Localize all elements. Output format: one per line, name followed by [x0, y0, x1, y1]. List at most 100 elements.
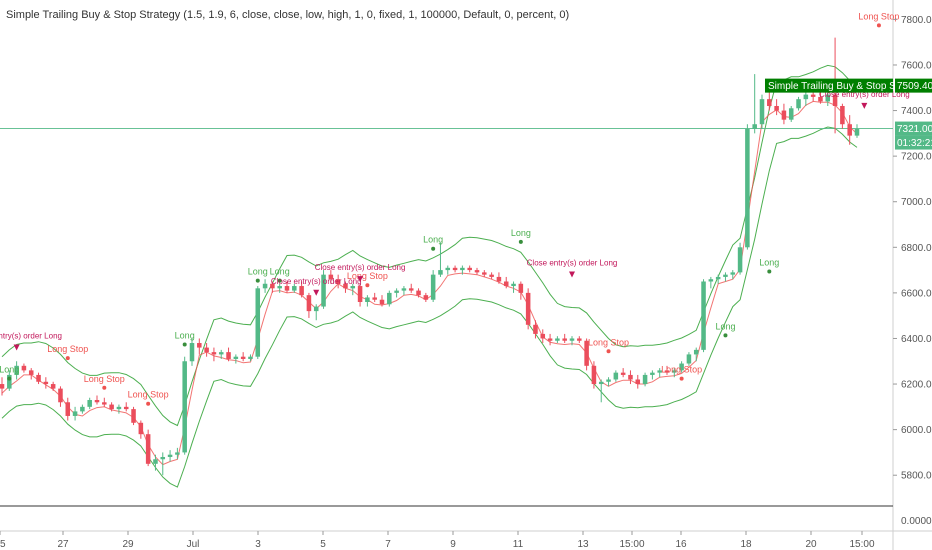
signal-label: Long — [759, 258, 779, 268]
candle-body — [708, 279, 714, 282]
candle-body — [160, 456, 166, 460]
candle-body — [788, 108, 794, 120]
close-order-label: Close entry(s) order Long — [527, 259, 618, 268]
y-tick-label: 5800.00 — [901, 471, 932, 482]
x-tick-label: 15:00 — [849, 539, 874, 550]
candle-body — [642, 374, 648, 385]
y-tick-label: 6400.00 — [901, 334, 932, 345]
x-tick-label: 7 — [385, 539, 391, 550]
candle-body — [416, 290, 421, 296]
candle-body — [723, 274, 728, 277]
candle-body — [730, 272, 736, 275]
candle-body — [36, 374, 41, 382]
signal-dot — [876, 23, 881, 28]
candle-body — [204, 347, 209, 353]
candle-body — [102, 402, 107, 405]
x-tick-label: 5 — [320, 539, 326, 550]
price-axis[interactable]: 7800.00 7600.00 7400.00 7200.00 7000.00 6800.… — [893, 15, 932, 527]
signal-label: Long Stop — [347, 271, 388, 281]
signal-label: Long — [423, 235, 443, 245]
candle-body — [511, 283, 516, 287]
lower-band — [1, 126, 858, 488]
x-tick-label: 15:00 — [619, 539, 644, 550]
candle-body — [72, 411, 78, 416]
x-tick-label: 20 — [805, 539, 817, 550]
candle-body — [693, 349, 699, 355]
candle-body — [197, 343, 202, 348]
candle-body — [189, 343, 195, 362]
candle-body — [248, 356, 253, 359]
candle-body — [452, 267, 458, 271]
signal-dot — [518, 239, 523, 244]
candle-body — [65, 402, 71, 416]
candle-body — [577, 338, 582, 341]
candle-body — [701, 281, 706, 350]
candle-body — [394, 290, 399, 293]
band-lines — [0, 64, 893, 488]
candle-body — [482, 272, 487, 275]
candle-body — [218, 352, 224, 355]
candle-body — [387, 292, 392, 305]
signal-label: Long — [715, 321, 735, 331]
candle-body — [313, 306, 319, 312]
candle-body — [584, 340, 589, 366]
x-tick-label: Jul — [187, 539, 200, 550]
candle-body — [58, 388, 63, 403]
sell-arrow-icon — [357, 276, 364, 283]
candle-body — [847, 124, 852, 136]
candle-body — [109, 404, 114, 410]
candle-body — [116, 406, 122, 410]
candle-body — [781, 110, 787, 120]
y-tick-label: 6200.00 — [901, 380, 932, 391]
candle-body — [606, 379, 611, 382]
candle-body — [430, 274, 436, 300]
upper-band — [1, 64, 858, 427]
y-tick-label: 7200.00 — [901, 152, 932, 163]
candle-body — [277, 286, 282, 289]
x-tick-label: 13 — [577, 539, 589, 550]
x-tick-label: 29 — [122, 539, 134, 550]
signal-dot — [102, 385, 107, 390]
candle-body — [372, 297, 377, 300]
signal-dot — [182, 342, 187, 347]
candle-body — [745, 128, 750, 248]
candle-body — [306, 295, 312, 312]
candle-body — [679, 363, 684, 371]
x-tick-label: 3 — [255, 539, 261, 550]
candle-body — [445, 267, 451, 271]
candle-body — [240, 356, 246, 359]
candle-body — [211, 352, 217, 355]
signal-dot — [723, 333, 728, 338]
candle-body — [167, 454, 173, 457]
candle-body — [87, 400, 92, 407]
x-tick-label: 9 — [450, 539, 456, 550]
candle-body — [555, 338, 560, 341]
candle-body — [292, 286, 297, 291]
candle-body — [562, 338, 567, 341]
close-order-label: Close entry(s) order Long — [315, 263, 406, 272]
signal-dot — [7, 376, 12, 381]
time-axis[interactable]: 25 27 29 Jul 3 5 7 9 11 13 15:00 16 18 20 15:00 — [0, 531, 875, 550]
candle-body — [547, 338, 553, 341]
candle-body — [94, 400, 100, 403]
x-tick-label: 25 — [0, 539, 6, 550]
candle-body — [796, 99, 801, 109]
plot-value: 7509.40 — [897, 81, 932, 92]
candle-body — [328, 274, 334, 280]
candle-body — [672, 370, 677, 373]
y-tick-label: 6000.00 — [901, 425, 932, 436]
candle-body — [131, 409, 136, 423]
candle-body — [620, 372, 626, 375]
lower-axis-tick: 0.0000 — [901, 516, 932, 527]
candle-body — [423, 295, 429, 300]
candle-body — [489, 274, 494, 277]
signal-dot — [365, 283, 370, 288]
candle-body — [737, 247, 743, 273]
candle-body — [255, 288, 261, 357]
candle-body — [365, 297, 370, 302]
signal-label: Long Stop — [84, 374, 125, 384]
series-name: Simple Trailing Buy & Stop Strategy Plot — [768, 81, 932, 92]
y-tick-label: 7400.00 — [901, 106, 932, 117]
signal-label: Long — [270, 267, 290, 277]
